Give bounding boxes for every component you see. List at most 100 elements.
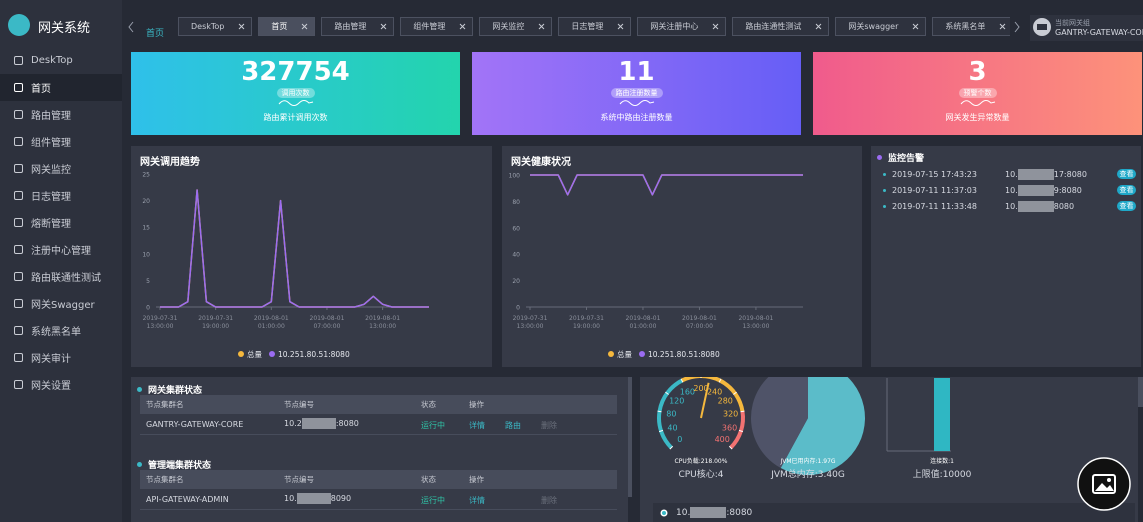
stat-badge: 调用次数: [276, 88, 315, 98]
image-button[interactable]: [1077, 457, 1131, 511]
node-status: 运行中: [421, 421, 445, 430]
gauge-tick-label: 280: [718, 396, 733, 405]
panel-title: 网关健康状况: [511, 157, 571, 168]
alert-view-button[interactable]: 查看: [1117, 185, 1136, 195]
column-header: 操作: [469, 400, 484, 409]
tab[interactable]: 组件管理: [400, 17, 474, 36]
x-tick-label: 07:00:00: [313, 323, 340, 330]
ip-prefix: 10.: [1005, 185, 1018, 195]
tabs-left-arrow[interactable]: [126, 20, 136, 34]
tab[interactable]: 网关swagger: [835, 17, 927, 36]
tab[interactable]: DeskTop: [178, 17, 253, 36]
menu-item[interactable]: DeskTop: [0, 47, 122, 74]
ip-prefix: 10.: [1005, 201, 1018, 211]
tab-close[interactable]: [459, 23, 466, 30]
alert-view-button[interactable]: 查看: [1117, 201, 1136, 211]
close-icon: [713, 23, 719, 30]
close-icon: [913, 23, 919, 30]
brand-title: 网关系统: [38, 21, 91, 36]
gauge-tick: [658, 429, 664, 433]
ip-suffix: 17:8080: [1053, 169, 1087, 179]
menu-item[interactable]: 日志管理: [0, 182, 122, 209]
menu-icon: [14, 218, 23, 227]
ip-mask: [301, 418, 336, 429]
wave: [619, 100, 654, 106]
title-text: 管理端集群状态: [148, 461, 212, 471]
y-tick-label: 10: [142, 251, 150, 258]
icon-shape: [14, 110, 23, 119]
legend-label: 10.251.80.51:8080: [648, 350, 720, 359]
menu-icon: [14, 110, 23, 119]
row-action[interactable]: 路由: [505, 421, 521, 430]
menu-item[interactable]: 注册中心管理: [0, 236, 122, 263]
menu-item[interactable]: 组件管理: [0, 128, 122, 155]
y-tick-label: 80: [512, 199, 520, 206]
row-action[interactable]: 详情: [469, 421, 485, 430]
scrollbar[interactable]: [1138, 377, 1143, 407]
tab[interactable]: 日志管理: [558, 17, 632, 36]
badge-wrap: 路由注册数量: [472, 87, 801, 98]
row-action[interactable]: 删除: [541, 421, 557, 430]
tab-close[interactable]: [538, 23, 545, 30]
radio[interactable]: [660, 509, 668, 517]
alert-view-button[interactable]: 查看: [1117, 169, 1136, 179]
close-icon: [539, 23, 545, 30]
ip-mask: [690, 507, 727, 518]
menu-item[interactable]: 路由管理: [0, 101, 122, 128]
menu-item[interactable]: 路由联通性测试: [0, 263, 122, 290]
tab-close[interactable]: [380, 23, 387, 30]
panel-title: 网关调用趋势: [140, 157, 200, 168]
icon-shape: [14, 137, 23, 146]
menu-item[interactable]: 熔断管理: [0, 209, 122, 236]
tab-strip: DeskTop 首页 路由管理 组件管理 网关监控 日志管理 网关注册中心 路由连通性测试 网关…: [178, 17, 1010, 36]
cluster-panel: 网关集群状态 节点集群名 节点编号 状态 操作 GANTRY-GATEWAY-CORE 10…: [131, 377, 628, 522]
alert-time: 2019-07-11 11:33:48: [892, 201, 977, 211]
menu-label: 路由联通性测试: [31, 273, 101, 284]
tab[interactable]: 路由连通性测试: [732, 17, 830, 36]
legend-dot: [608, 351, 614, 357]
tab[interactable]: 网关监控: [479, 17, 553, 36]
menu-label: 组件管理: [31, 138, 71, 149]
tab[interactable]: 系统黑名单: [932, 17, 1010, 36]
menu-item[interactable]: 网关设置: [0, 371, 122, 398]
tab[interactable]: 路由管理: [321, 17, 395, 36]
gauge-tick: [728, 445, 733, 450]
tab[interactable]: 首页: [258, 17, 316, 36]
scrollbar[interactable]: [628, 377, 632, 497]
gauge-tick: [740, 410, 745, 413]
tabs-right-arrow[interactable]: [1012, 20, 1022, 34]
wave-icon: [619, 100, 654, 106]
tab[interactable]: 网关注册中心: [637, 17, 727, 36]
node-row[interactable]: 10.:8080: [653, 503, 1135, 522]
tab-close[interactable]: [999, 23, 1006, 30]
menu-item[interactable]: 首页: [0, 74, 122, 101]
gauge-tick-label: 120: [669, 396, 684, 405]
menu-item[interactable]: 网关监控: [0, 155, 122, 182]
node-ip: 10.2:8080: [284, 418, 359, 429]
y-tick-label: 100: [509, 173, 521, 180]
row-action[interactable]: 删除: [541, 496, 557, 505]
tab-label: 网关监控: [492, 22, 525, 31]
badge-wrap: 预警个数: [813, 87, 1142, 98]
ip-mask: [1017, 184, 1054, 196]
logo: [8, 14, 30, 36]
gauge-tick: [738, 429, 744, 433]
tab-close[interactable]: [617, 23, 624, 30]
tab-close[interactable]: [238, 23, 245, 30]
row-action[interactable]: 详情: [469, 496, 485, 505]
stat-card: 11 路由注册数量 系统中路由注册数量: [472, 52, 801, 135]
menu-item[interactable]: 系统黑名单: [0, 317, 122, 344]
tab-close[interactable]: [815, 23, 822, 30]
menu-item[interactable]: 网关Swagger: [0, 290, 122, 317]
menu-item[interactable]: 网关审计: [0, 344, 122, 371]
icon-shape: [14, 353, 23, 362]
y-tick-label: 20: [512, 278, 520, 285]
tab-close[interactable]: [712, 23, 719, 30]
tab-close[interactable]: [301, 23, 308, 30]
y-tick-label: 0: [146, 305, 150, 312]
x-tick-label: 13:00:00: [147, 323, 174, 330]
breadcrumb[interactable]: 首页: [146, 29, 165, 39]
tab-close[interactable]: [912, 23, 919, 30]
menu-icon: [14, 164, 23, 173]
title-dot: [137, 387, 142, 392]
